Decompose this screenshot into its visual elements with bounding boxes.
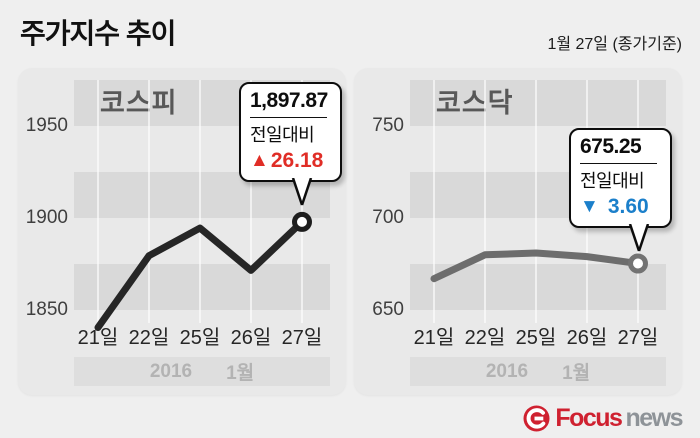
period-year: 2016 <box>149 360 193 382</box>
callout-value: 675.25 <box>580 135 642 158</box>
y-tick-label: 700 <box>372 207 404 228</box>
up-triangle-icon: ▲ <box>250 150 269 171</box>
callout-pointer <box>291 177 313 205</box>
kosdaq-callout: 675.25 전일대비 ▼ 3.60 <box>569 128 672 251</box>
focus-news-icon <box>523 405 550 431</box>
kospi-trend-line <box>94 218 306 331</box>
y-tick-label: 650 <box>372 299 404 320</box>
callout-change: ▼ 3.60 <box>580 195 664 219</box>
brand-word-news: news <box>625 403 683 432</box>
kospi-last-point-marker <box>292 211 312 232</box>
x-tick-label: 27일 <box>281 327 323 349</box>
stripe-band <box>410 80 666 126</box>
x-tick-label: 21일 <box>77 327 119 349</box>
x-tick-label: 27일 <box>617 327 659 349</box>
period-month: 1월 <box>562 363 591 384</box>
kosdaq-chart-panel: 코스닥 750 700 650 21일 22일 25일 26일 27일 2016… <box>354 68 682 395</box>
page-title: 주가지수 추이 <box>20 18 176 49</box>
callout-pointer <box>628 223 650 251</box>
period-band: 2016 1월 <box>74 357 330 386</box>
x-tick-label: 25일 <box>515 327 557 349</box>
kospi-title: 코스피 <box>100 88 178 118</box>
x-tick-label: 26일 <box>230 327 272 349</box>
x-tick-label: 22일 <box>128 327 170 349</box>
period-band: 2016 1월 <box>410 357 666 386</box>
x-tick-label: 26일 <box>566 327 608 349</box>
x-tick-label: 21일 <box>413 327 455 349</box>
kospi-callout: 1,897.87 전일대비 ▲ 26.18 <box>239 82 342 205</box>
callout-value: 1,897.87 <box>250 89 328 112</box>
y-tick-label: 1950 <box>25 115 68 136</box>
y-tick-label: 1850 <box>25 299 68 320</box>
callout-label: 전일대비 <box>250 125 315 145</box>
callout-divider <box>250 117 328 118</box>
kospi-chart-panel: 코스피 1950 1900 1850 21일 22일 25일 26일 27일 2… <box>18 68 346 395</box>
y-tick-label: 1900 <box>25 207 68 228</box>
period-month: 1월 <box>226 363 255 384</box>
y-tick-label: 750 <box>372 115 404 136</box>
header: 주가지수 추이 1월 27일 (종가기준) <box>0 0 700 66</box>
kosdaq-trend-line <box>430 249 642 283</box>
down-triangle-icon: ▼ <box>580 196 599 217</box>
x-tick-label: 22일 <box>464 327 506 349</box>
kosdaq-last-point-marker <box>628 253 648 274</box>
change-amount: 26.18 <box>270 149 324 172</box>
period-year: 2016 <box>485 360 529 382</box>
callout-label: 전일대비 <box>580 171 645 191</box>
date-note: 1월 27일 (종가기준) <box>547 36 682 53</box>
brand-word-focus: Focus <box>555 403 623 432</box>
callout-change: ▲ 26.18 <box>250 149 334 173</box>
kosdaq-title: 코스닥 <box>436 88 514 118</box>
focus-news-logo: Focus news <box>523 402 683 434</box>
x-tick-label: 25일 <box>179 327 221 349</box>
callout-divider <box>580 163 658 164</box>
change-amount: 3.60 <box>607 195 649 218</box>
